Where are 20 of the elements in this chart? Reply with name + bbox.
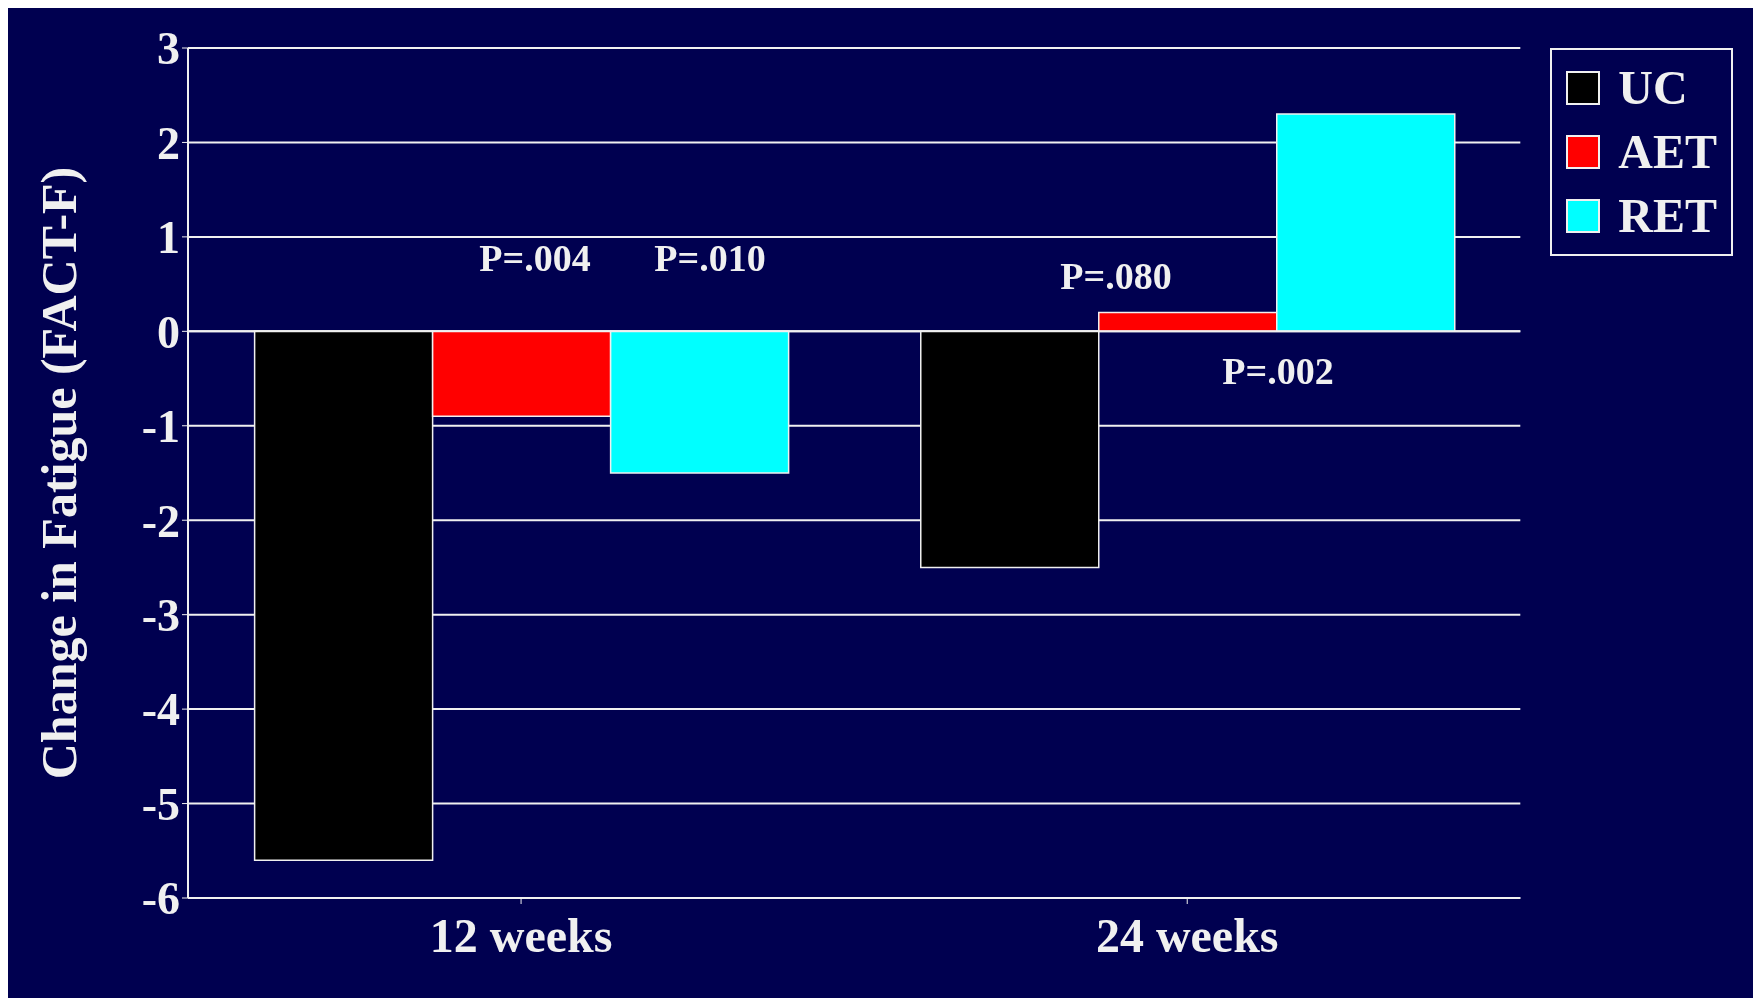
y-axis-title: Change in Fatigue (FACT-F) [30, 166, 87, 780]
y-tick-label: -1 [141, 401, 180, 453]
annotation: P=.080 [1060, 254, 1172, 298]
y-tick-label: -4 [141, 684, 180, 736]
y-tick-label: 2 [157, 117, 180, 169]
y-tick-label: -5 [141, 778, 180, 830]
annotation: P=.010 [654, 236, 766, 280]
x-tick-label: 12 weeks [429, 909, 613, 963]
annotation: P=.004 [479, 236, 591, 280]
x-tick-label: 24 weeks [1095, 909, 1279, 963]
annotation: P=.002 [1222, 349, 1334, 393]
y-tick-label: 3 [157, 23, 180, 75]
legend-label: AET [1617, 124, 1717, 180]
y-tick-label: 1 [157, 212, 180, 264]
y-tick-label: 0 [157, 306, 180, 358]
y-tick-label: -3 [141, 590, 180, 641]
legend-label: RET [1617, 188, 1717, 244]
y-tick-label: -2 [141, 495, 180, 547]
y-tick-label: -6 [141, 873, 180, 925]
legend-label: UC [1617, 60, 1689, 116]
